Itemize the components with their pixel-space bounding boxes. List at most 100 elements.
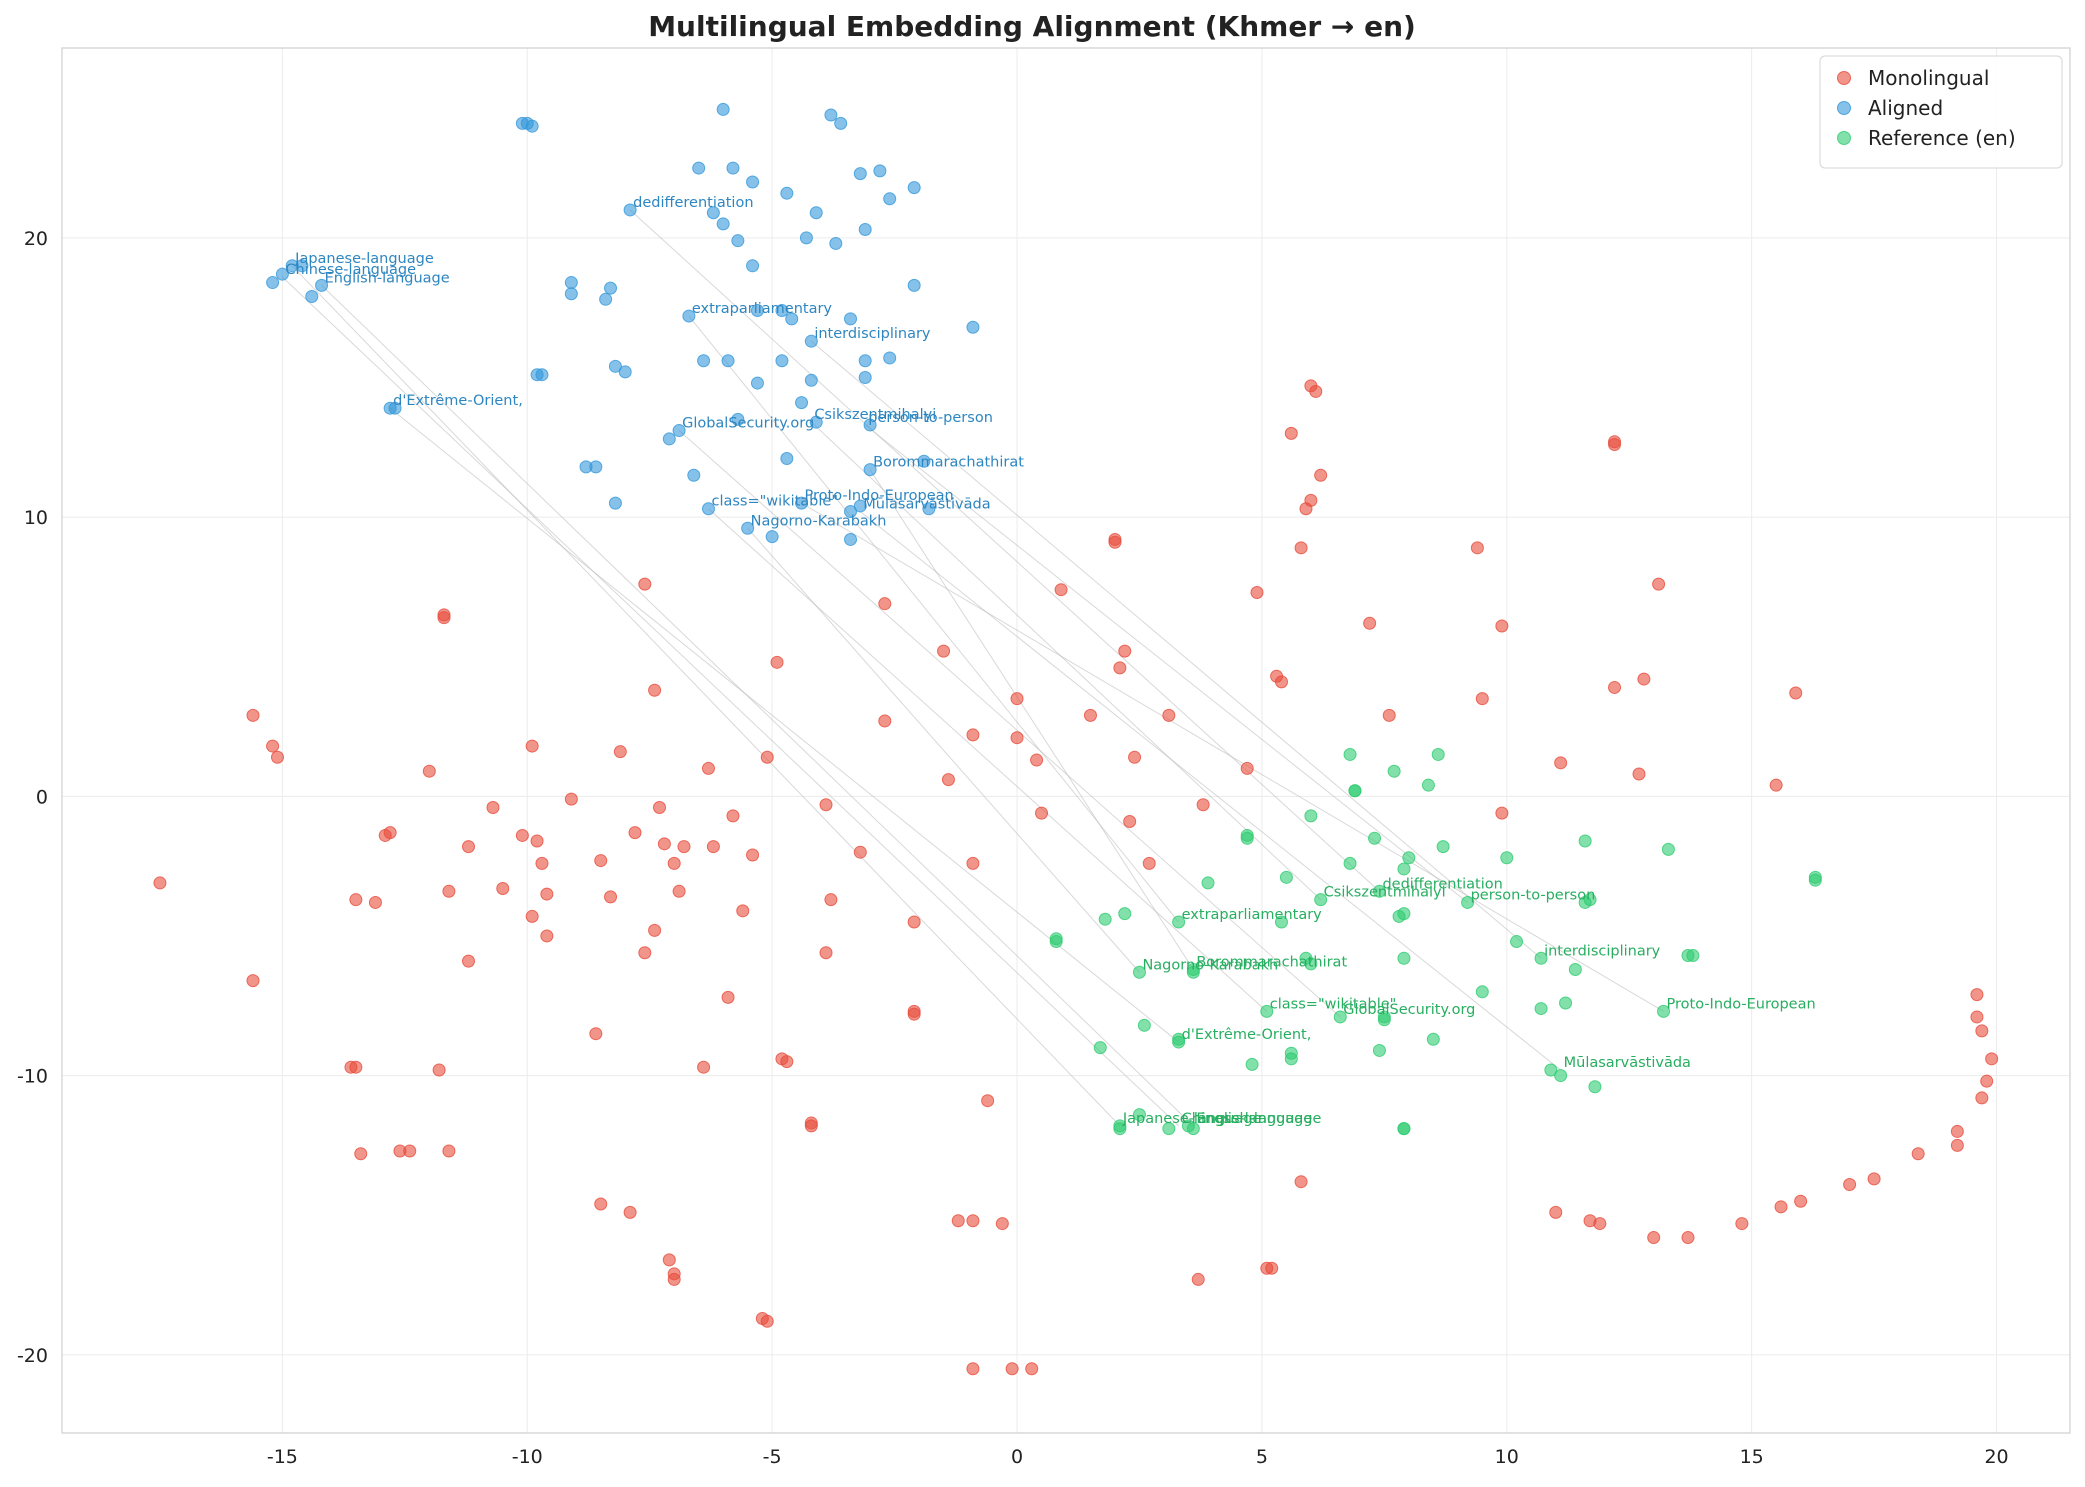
alignment-connector (389, 407, 1179, 1043)
monolingual-point (530, 834, 544, 848)
aligned-point (608, 359, 622, 373)
monolingual-point (1108, 535, 1122, 549)
points-layer (153, 102, 1999, 1376)
aligned-point (731, 234, 745, 248)
aligned-point (785, 312, 799, 326)
aligned-point (775, 354, 789, 368)
reference-en-point (1314, 893, 1328, 907)
alignment-connector (291, 265, 1121, 1127)
monolingual-point (1274, 675, 1288, 689)
reference-en-point (1118, 907, 1132, 921)
legend-box (1819, 55, 2063, 169)
monolingual-point (638, 577, 652, 591)
aligned-annotation-label: Borommarachathirat (873, 455, 1024, 471)
aligned-annotation-label: Proto-Indo-European (805, 488, 954, 504)
aligned-point (809, 415, 823, 429)
reference-en-point (1377, 1010, 1391, 1024)
monolingual-point (648, 683, 662, 697)
reference-en-point (1534, 951, 1548, 965)
aligned-point (672, 424, 686, 438)
monolingual-point (1980, 1074, 1994, 1088)
x-tick-label: 5 (1256, 1446, 1268, 1468)
reference-en-point (1304, 809, 1318, 823)
monolingual-point (1363, 616, 1377, 630)
aligned-point (618, 365, 632, 379)
grid-layer (62, 48, 2070, 1433)
monolingual-point (623, 1205, 637, 1219)
tick-layer: -15 -10 -5 0 5 10 15 20 -20 -10 0 10 20 (17, 228, 2009, 1468)
monolingual-point (981, 1094, 995, 1108)
reference-annotation-label: dedifferentiation (1382, 876, 1502, 892)
reference-en-point (1559, 996, 1573, 1010)
legend-label: Monolingual (1868, 66, 1989, 90)
monolingual-point (540, 887, 554, 901)
aligned-point (775, 303, 789, 317)
aligned-point (829, 236, 843, 250)
annotation-layer: Japanese-languageJapanese-languageChines… (285, 195, 1815, 1127)
monolingual-point (941, 773, 955, 787)
alignment-connector (678, 430, 1341, 1018)
monolingual-point (1681, 1231, 1695, 1245)
monolingual-point (1294, 541, 1308, 555)
monolingual-point (564, 792, 578, 806)
aligned-point (804, 334, 818, 348)
reference-annotation-label: interdisciplinary (1544, 943, 1661, 959)
alignment-connector (801, 502, 1664, 1012)
reference-en-point (1510, 935, 1524, 949)
aligned-point (907, 278, 921, 292)
monolingual-point (1191, 1272, 1205, 1286)
aligned-point (922, 502, 936, 516)
monolingual-point (1142, 856, 1156, 870)
monolingual-point (1250, 586, 1264, 600)
aligned-point (780, 451, 794, 465)
monolingual-point (1554, 756, 1568, 770)
aligned-point (799, 231, 813, 245)
monolingual-point (1010, 692, 1024, 706)
reference-en-point (1426, 1032, 1440, 1046)
aligned-point (883, 351, 897, 365)
monolingual-point (1867, 1172, 1881, 1186)
aligned-point (746, 175, 760, 189)
alignment-connector (321, 284, 1194, 1127)
monolingual-point (672, 884, 686, 898)
aligned-point (858, 370, 872, 384)
aligned-point (853, 499, 867, 513)
aligned-point (716, 102, 730, 116)
reference-en-point (1387, 764, 1401, 778)
monolingual-point (824, 893, 838, 907)
monolingual-point (496, 881, 510, 895)
aligned-annotation-label: Csikszentmihalyi (814, 407, 936, 423)
x-tick-label: 20 (1984, 1446, 2008, 1468)
monolingual-point (1118, 644, 1132, 658)
reference-en-point (1475, 985, 1489, 999)
reference-en-point (1578, 834, 1592, 848)
monolingual-point (951, 1214, 965, 1228)
monolingual-point (442, 884, 456, 898)
reference-en-point (1397, 907, 1411, 921)
monolingual-point (780, 1055, 794, 1069)
monolingual-point (1950, 1138, 1964, 1152)
monolingual-point (1975, 1024, 1989, 1038)
monolingual-point (667, 856, 681, 870)
reference-annotation-label: English-language (1196, 1111, 1321, 1127)
monolingual-point (442, 1144, 456, 1158)
monolingual-point (525, 909, 539, 923)
reference-en-point (1098, 912, 1112, 926)
monolingual-point (540, 929, 554, 943)
reference-en-point (1808, 873, 1822, 887)
reference-en-point (1186, 965, 1200, 979)
reference-en-point (1397, 1122, 1411, 1136)
reference-en-point (1240, 828, 1254, 842)
monolingual-point (1652, 577, 1666, 591)
reference-en-point (1132, 965, 1146, 979)
monolingual-point (1054, 583, 1068, 597)
x-tick-label: -15 (267, 1446, 298, 1468)
reference-en-point (1544, 1063, 1558, 1077)
monolingual-point (1970, 1010, 1984, 1024)
aligned-point (726, 161, 740, 175)
aligned-point (907, 181, 921, 195)
aligned-annotation-label: Mūlasarvāstivāda (863, 497, 990, 513)
monolingual-point (1593, 1217, 1607, 1231)
aligned-point (687, 468, 701, 482)
alignment-connector (708, 508, 1268, 1012)
